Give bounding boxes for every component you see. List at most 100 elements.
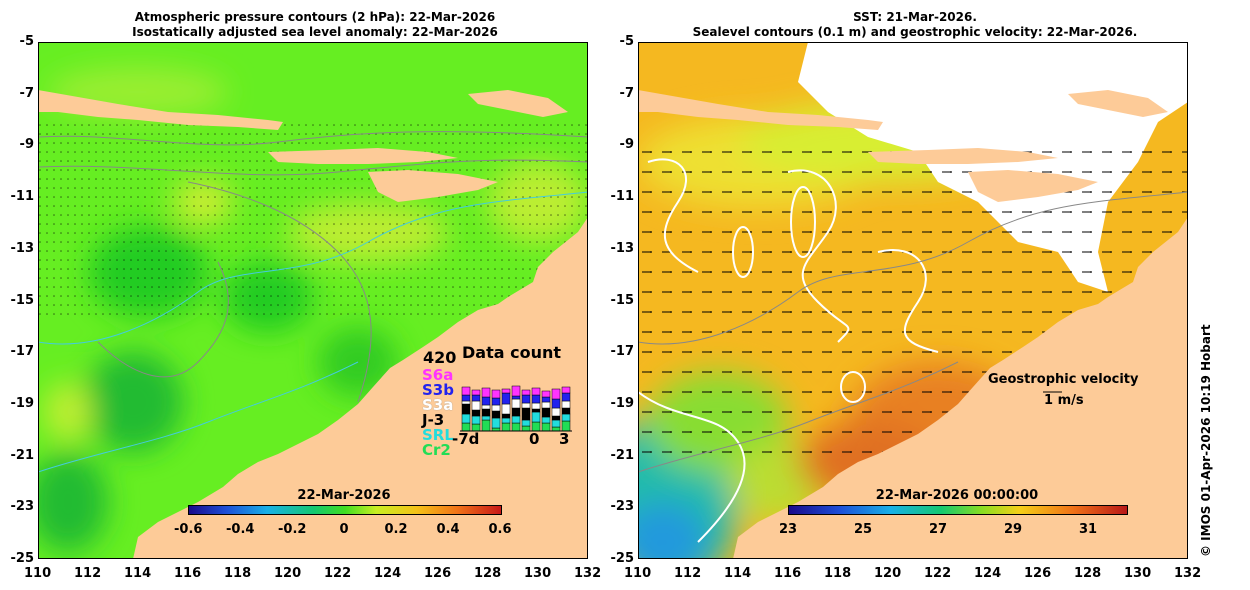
lat-tick-label: -17 — [610, 344, 635, 360]
lat-tick-label: -21 — [610, 447, 635, 463]
sla-australia-land — [133, 217, 588, 559]
sla-map — [38, 42, 588, 559]
left-title-line2: Isostatically adjusted sea level anomaly… — [132, 25, 498, 39]
data-count-bar-segment — [491, 404, 501, 412]
data-count-bar-segment — [511, 422, 521, 432]
lat-tick-label: -23 — [10, 499, 35, 515]
right-title-line1: SST: 21-Mar-2026. — [853, 10, 977, 24]
lat-tick-label: -19 — [10, 395, 35, 411]
data-count-bar-segment — [521, 394, 531, 404]
mission-legend: S6a S3b S3a J-3 SRL Cr2 — [422, 368, 454, 458]
data-count-bar-segment — [541, 407, 551, 418]
mission-label: J-3 — [422, 411, 445, 429]
data-count-bar-segment — [511, 385, 521, 397]
data-count-bar-segment — [491, 397, 501, 406]
data-count-bar-segment — [541, 390, 551, 398]
data-count-bar-segment — [461, 394, 471, 402]
lat-tick-label: -9 — [19, 137, 34, 153]
data-count-bars — [460, 385, 572, 432]
velocity-legend-scale: 1 m/s — [1044, 393, 1084, 408]
right-title-line2: Sealevel contours (0.1 m) and geostrophi… — [692, 25, 1138, 39]
data-count-bar-segment — [481, 396, 491, 406]
data-count-bar-segment — [521, 407, 531, 421]
right-title: SST: 21-Mar-2026. Sealevel contours (0.1… — [640, 10, 1190, 40]
colorbar-tick-label: -0.4 — [226, 522, 255, 537]
sla-colorbar-date: 22-Mar-2026 — [297, 488, 391, 503]
lon-tick-label: 118 — [824, 566, 852, 581]
colorbar-tick-label: 27 — [928, 522, 948, 537]
data-count-bar-segment — [551, 388, 561, 400]
data-count-bar-segment — [551, 398, 561, 409]
colorbar-tick-label: 29 — [1003, 522, 1023, 537]
data-count-bar-segment — [511, 415, 521, 424]
sla-java-land — [38, 90, 283, 130]
colorbar-tick-label: 23 — [778, 522, 798, 537]
sst-colorbar: 22-Mar-2026 00:00:00 23 25 27 29 31 — [779, 488, 1128, 537]
colorbar-tick-label: 0 — [339, 522, 349, 537]
sst-bathymetry-contours — [638, 191, 1188, 473]
data-count-bar-segment — [511, 407, 521, 417]
data-count-bar-segment — [561, 407, 571, 415]
data-count-bar-segment — [501, 388, 511, 394]
data-count-bar-segment — [551, 415, 561, 421]
lat-tick-label: -11 — [610, 189, 635, 205]
data-count-max: 420 — [423, 348, 457, 367]
lon-tick-label: 110 — [624, 566, 652, 581]
sst-frame — [638, 42, 1188, 559]
data-count-bar-segment — [481, 419, 491, 432]
lon-tick-label: 110 — [24, 566, 52, 581]
velocity-legend-title: Geostrophic velocity — [988, 372, 1139, 387]
sst-java-land — [638, 90, 883, 130]
lat-tick-label: -13 — [610, 240, 635, 256]
sst-australia-land — [733, 217, 1188, 559]
sla-colorbar: 22-Mar-2026 -0.6 -0.4 -0.2 0 0.2 0.4 0.6 — [174, 488, 512, 537]
data-count-bar-segment — [541, 422, 551, 432]
data-count-bar-segment — [561, 386, 571, 394]
data-count-bar-segment — [531, 402, 541, 410]
data-count-bar-segment — [481, 387, 491, 398]
data-count-bar-segment — [461, 413, 471, 424]
data-count-bar-segment — [561, 413, 571, 422]
colorbar-tick-label: -0.2 — [278, 522, 307, 537]
lon-tick-label: 112 — [74, 566, 102, 581]
data-count-bar-segment — [561, 392, 571, 402]
data-count-bar-segment — [511, 395, 521, 400]
mission-label: S6a — [422, 366, 454, 384]
data-count-bar-segment — [521, 402, 531, 409]
lat-tick-label: -17 — [10, 344, 35, 360]
data-count-bar-segment — [501, 422, 511, 432]
data-count-bar-segment — [481, 415, 491, 421]
data-count-bar-segment — [521, 419, 531, 427]
data-count-bar-segment — [531, 394, 541, 404]
left-title-line1: Atmospheric pressure contours (2 hPa): 2… — [134, 10, 496, 24]
data-count-bar-segment — [471, 389, 481, 396]
sst-sealevel-contours — [638, 158, 939, 543]
sst-map: Geostrophic velocity 1 m/s — [638, 42, 1188, 559]
data-count-bar-segment — [511, 398, 521, 409]
sst-colorbar-gradient — [788, 505, 1128, 515]
left-title: Atmospheric pressure contours (2 hPa): 2… — [40, 10, 590, 40]
lon-tick-label: 116 — [774, 566, 802, 581]
data-count-bar-segment — [491, 417, 501, 429]
sla-bathymetry-contours — [38, 191, 588, 473]
lon-tick-label: 120 — [274, 566, 302, 581]
lat-tick-label: -13 — [10, 240, 35, 256]
data-count-bar-segment — [471, 415, 481, 425]
lon-tick-label: 116 — [174, 566, 202, 581]
mission-label: S3b — [422, 381, 454, 399]
data-count-bar-segment — [561, 400, 571, 409]
lat-tick-label: -25 — [610, 551, 635, 566]
data-count-bar-segment — [461, 400, 471, 405]
lon-tick-label: 132 — [574, 566, 602, 581]
lat-tick-label: -5 — [19, 34, 34, 49]
lon-tick-label: 118 — [224, 566, 252, 581]
colorbar-tick-label: -0.6 — [174, 522, 203, 537]
data-count-bar-segment — [531, 387, 541, 396]
sst-islands-land — [868, 90, 1168, 202]
data-count-bar-segment — [541, 396, 551, 403]
colorbar-tick-label: 31 — [1078, 522, 1098, 537]
lon-tick-label: 132 — [1174, 566, 1202, 581]
sla-pressure-contours — [38, 131, 588, 403]
velocity-legend: Geostrophic velocity 1 m/s — [988, 372, 1139, 408]
lat-tick-label: -15 — [610, 292, 635, 308]
